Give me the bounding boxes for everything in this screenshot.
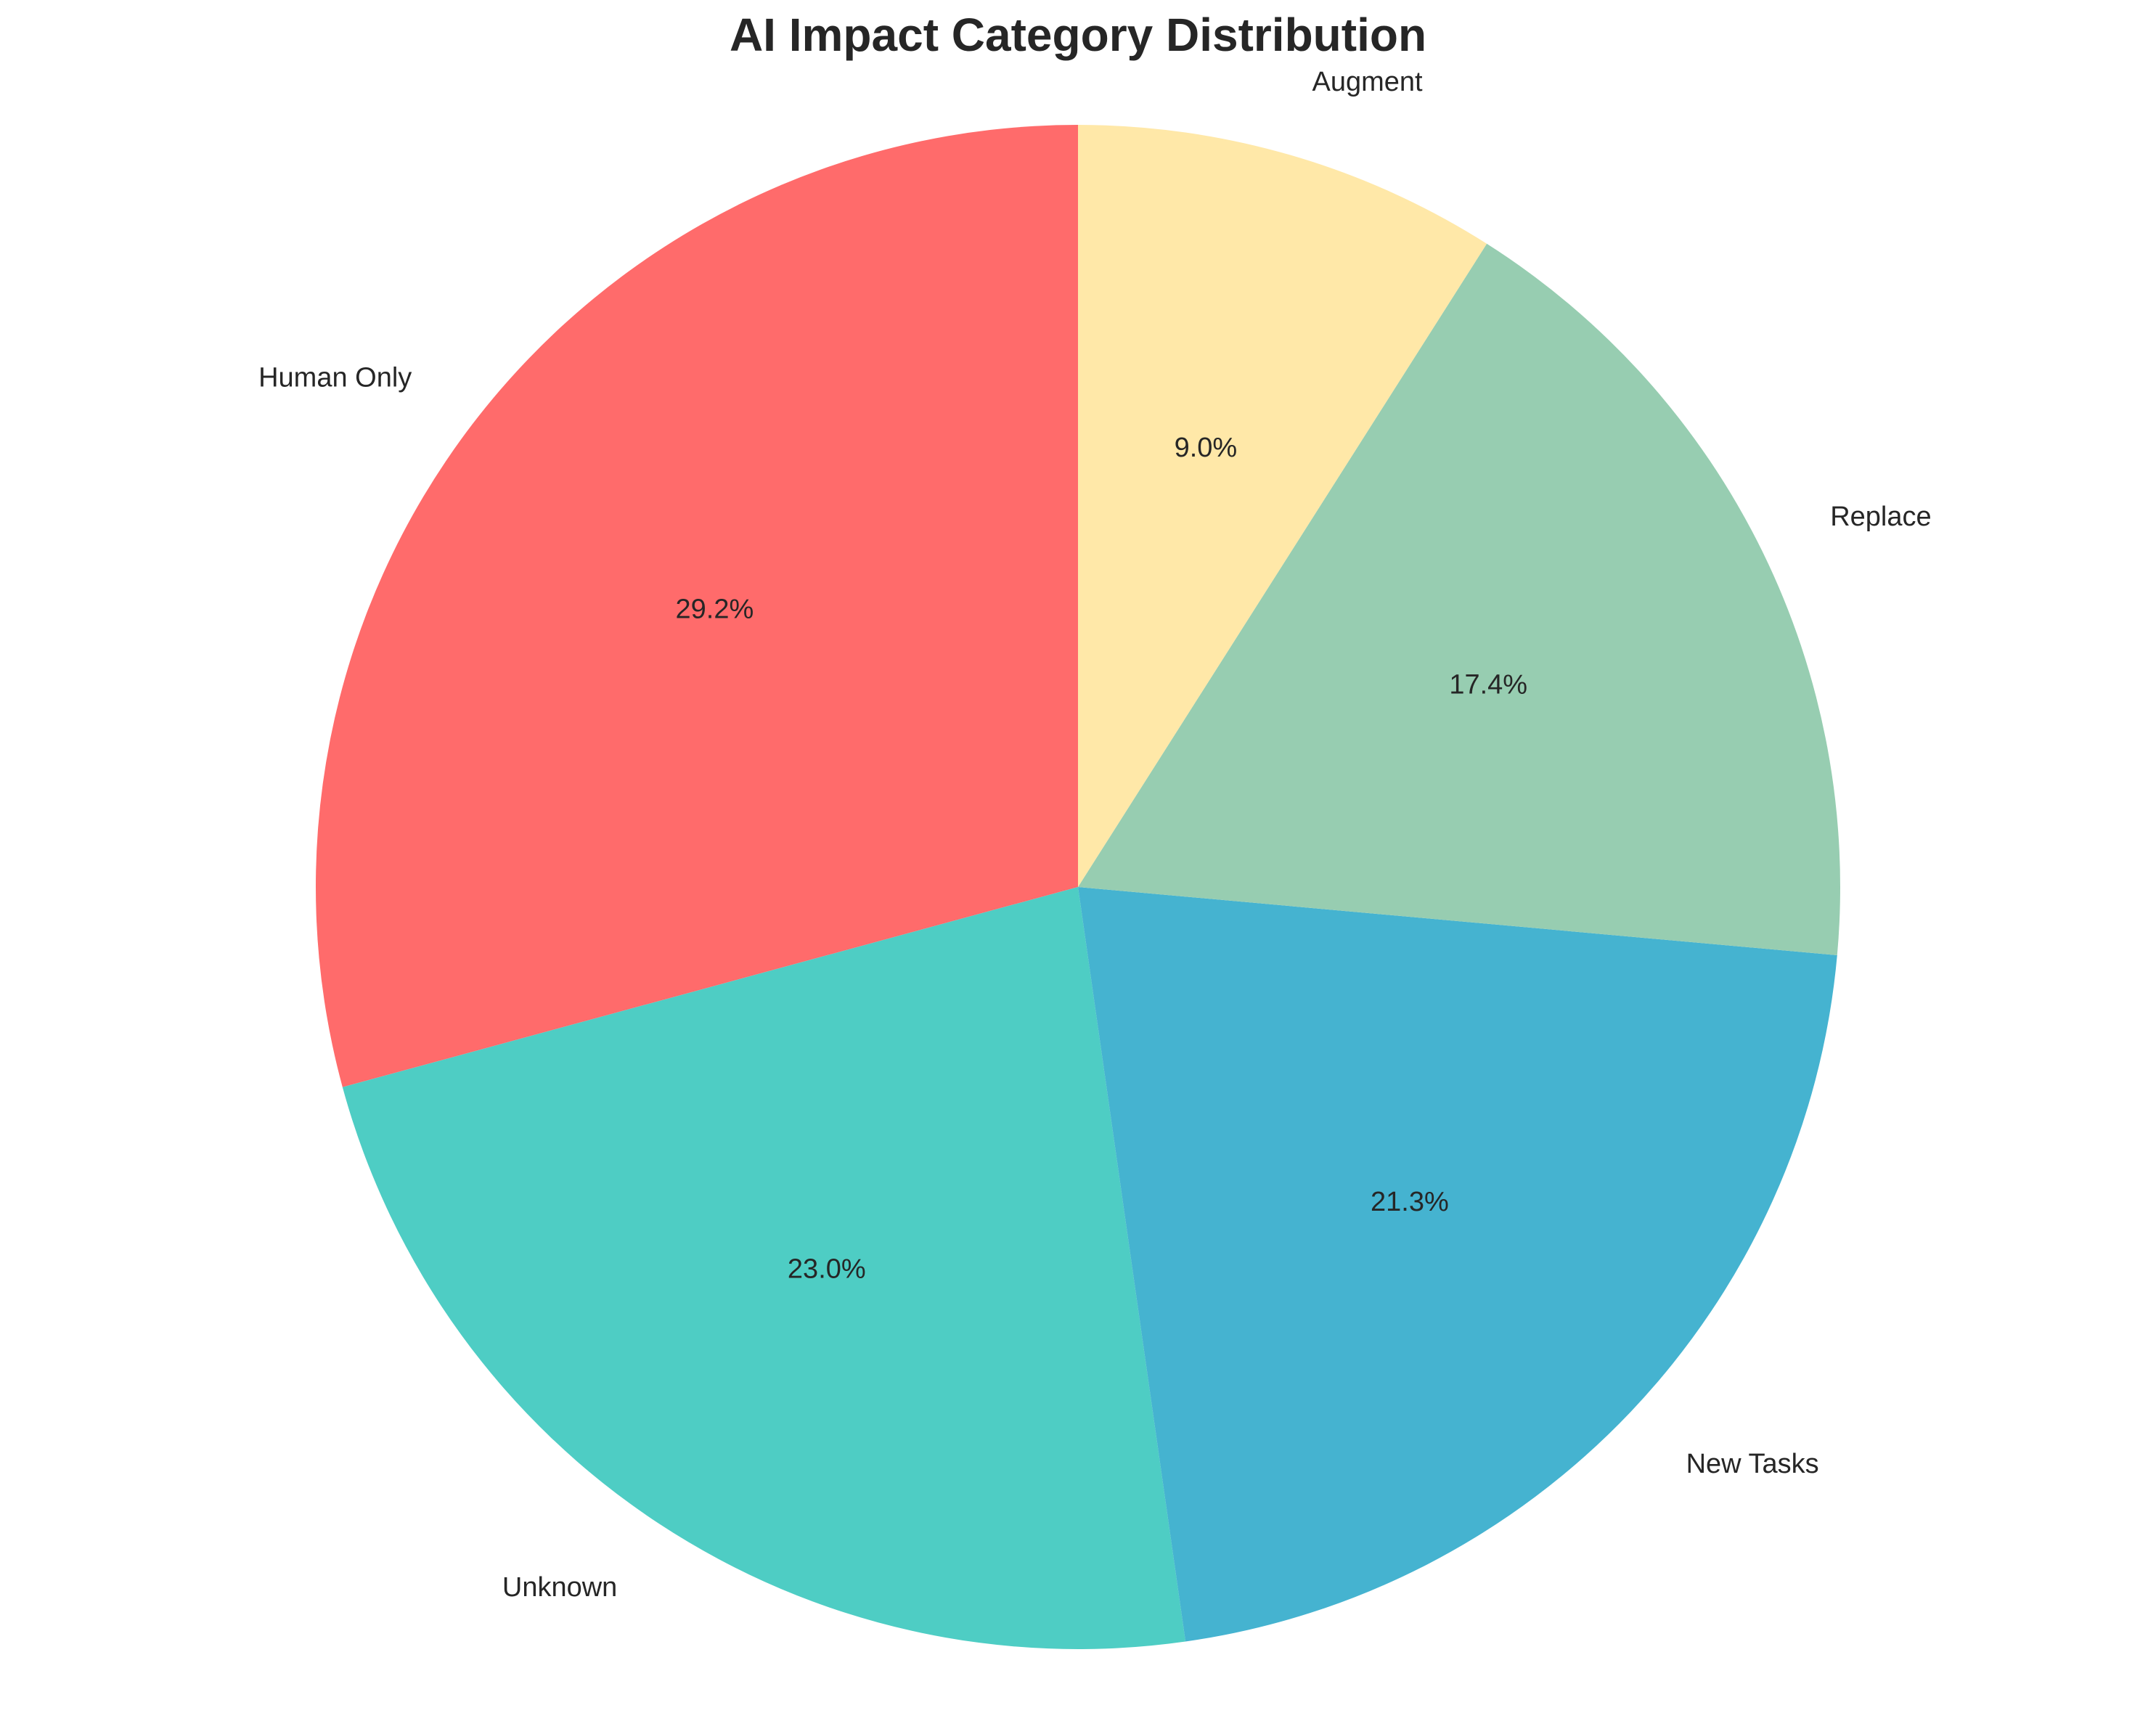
- slice-label-unknown: Unknown: [502, 1572, 617, 1603]
- slice-pct-new-tasks: 21.3%: [1371, 1187, 1449, 1217]
- pie-slice-replace: [1078, 243, 1841, 955]
- pie-slice-unknown: [342, 887, 1186, 1649]
- pie-labels: Human Only 29.2% Unknown 23.0% New Tasks 21.3…: [258, 67, 1932, 1603]
- slice-label-replace: Replace: [1830, 502, 1931, 532]
- pie-slice-human-only: [315, 124, 1078, 1087]
- slice-pct-replace: 17.4%: [1449, 670, 1527, 700]
- slice-label-human-only: Human Only: [258, 363, 412, 393]
- slice-label-augment: Augment: [1312, 67, 1424, 97]
- slice-label-new-tasks: New Tasks: [1686, 1449, 1819, 1479]
- pie-slice-new-tasks: [1078, 887, 1837, 1642]
- slice-pct-unknown: 23.0%: [788, 1254, 866, 1284]
- pie-slice-augment: [1078, 125, 1487, 887]
- slice-pct-human-only: 29.2%: [676, 594, 754, 625]
- slice-pct-augment: 9.0%: [1175, 433, 1238, 463]
- chart-title: AI Impact Category Distribution: [730, 9, 1426, 61]
- pie-slices: [315, 124, 1841, 1649]
